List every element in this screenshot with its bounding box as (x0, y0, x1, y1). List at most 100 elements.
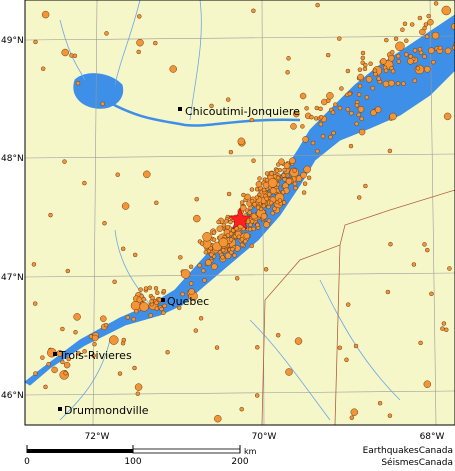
earthquake (442, 322, 446, 326)
earthquake (331, 111, 335, 115)
earthquake (339, 87, 343, 91)
earthquake (32, 262, 36, 266)
earthquake (93, 342, 97, 346)
earthquake (349, 144, 353, 148)
earthquake (155, 291, 159, 295)
earthquake (189, 289, 195, 295)
earthquake (396, 82, 400, 86)
earthquake (252, 159, 256, 163)
earthquake (151, 296, 155, 300)
earthquake (209, 253, 213, 257)
earthquake (256, 181, 262, 187)
earthquake (319, 122, 323, 126)
earthquake (424, 66, 430, 72)
earthquake (375, 107, 381, 113)
earthquake (424, 381, 431, 388)
earthquake (215, 346, 219, 350)
earthquake (226, 225, 230, 229)
earthquake (307, 176, 311, 180)
lon-label: 68°W (420, 432, 445, 442)
earthquake (316, 3, 320, 7)
earthquake (404, 52, 408, 56)
earthquake (219, 238, 228, 247)
earthquake (289, 158, 295, 164)
earthquake (386, 290, 390, 294)
earthquake (144, 287, 148, 291)
earthquake (388, 80, 394, 86)
earthquake (258, 177, 262, 181)
earthquake (139, 288, 143, 292)
earthquake (103, 221, 107, 225)
earthquake (319, 115, 323, 119)
earthquake (153, 41, 157, 45)
earthquake (293, 169, 297, 173)
earthquake (33, 302, 37, 306)
earthquake (282, 173, 286, 177)
earthquake (326, 92, 333, 99)
earthquake (293, 182, 297, 186)
earthquake (33, 372, 37, 376)
earthquake (255, 345, 259, 349)
earthquake (444, 328, 448, 332)
scale-label: 0 (24, 457, 30, 467)
earthquake (256, 223, 260, 227)
earthquake (396, 54, 400, 58)
earthquake (204, 250, 208, 254)
earthquake (227, 192, 231, 196)
earthquake (423, 26, 427, 30)
earthquake (400, 28, 404, 32)
lat-label: 46°N (1, 391, 24, 401)
earthquake (264, 267, 268, 271)
earthquake (397, 60, 401, 64)
earthquake (389, 242, 393, 246)
earthquake (315, 149, 319, 153)
earthquake (425, 35, 429, 39)
earthquake (346, 107, 350, 111)
earthquake (395, 42, 404, 51)
earthquake (193, 215, 200, 222)
earthquake (113, 280, 117, 284)
earthquake (358, 68, 362, 72)
earthquake (237, 235, 241, 239)
earthquake (357, 196, 361, 200)
map-area: Chicoutimi-Jonquiere Quebec Trois-Rivier… (25, 0, 455, 425)
earthquake (276, 333, 280, 337)
earthquake (189, 282, 193, 286)
earthquake (304, 166, 311, 173)
earthquake (286, 369, 293, 376)
city-label: Drummondville (64, 404, 149, 417)
city-label: Quebec (167, 295, 209, 308)
earthquake (229, 238, 233, 242)
earthquake (401, 82, 405, 86)
earthquake (315, 106, 319, 110)
earthquake (329, 135, 333, 139)
earthquake (291, 123, 297, 129)
earthquake (413, 79, 417, 83)
earthquake (431, 60, 435, 64)
earthquake (332, 131, 336, 135)
earthquake (348, 92, 352, 96)
earthquake (300, 124, 304, 128)
earthquake (319, 107, 323, 111)
earthquake (287, 56, 291, 60)
earthquake (62, 49, 69, 56)
earthquake (267, 205, 271, 209)
earthquake (434, 1, 438, 5)
earthquake (224, 219, 228, 223)
earthquake (425, 248, 429, 252)
earthquake (438, 46, 442, 50)
earthquake (240, 407, 244, 411)
earthquake (261, 213, 267, 219)
earthquake (279, 159, 285, 165)
earthquake (44, 385, 48, 389)
earthquake (394, 37, 398, 41)
earthquake (281, 190, 285, 194)
earthquake (256, 206, 260, 210)
earthquake (303, 136, 309, 142)
earthquake (217, 226, 223, 232)
earthquake (226, 98, 230, 102)
earthquake (418, 47, 422, 51)
earthquake (286, 70, 290, 74)
earthquake (126, 315, 130, 319)
earthquake (160, 307, 164, 311)
